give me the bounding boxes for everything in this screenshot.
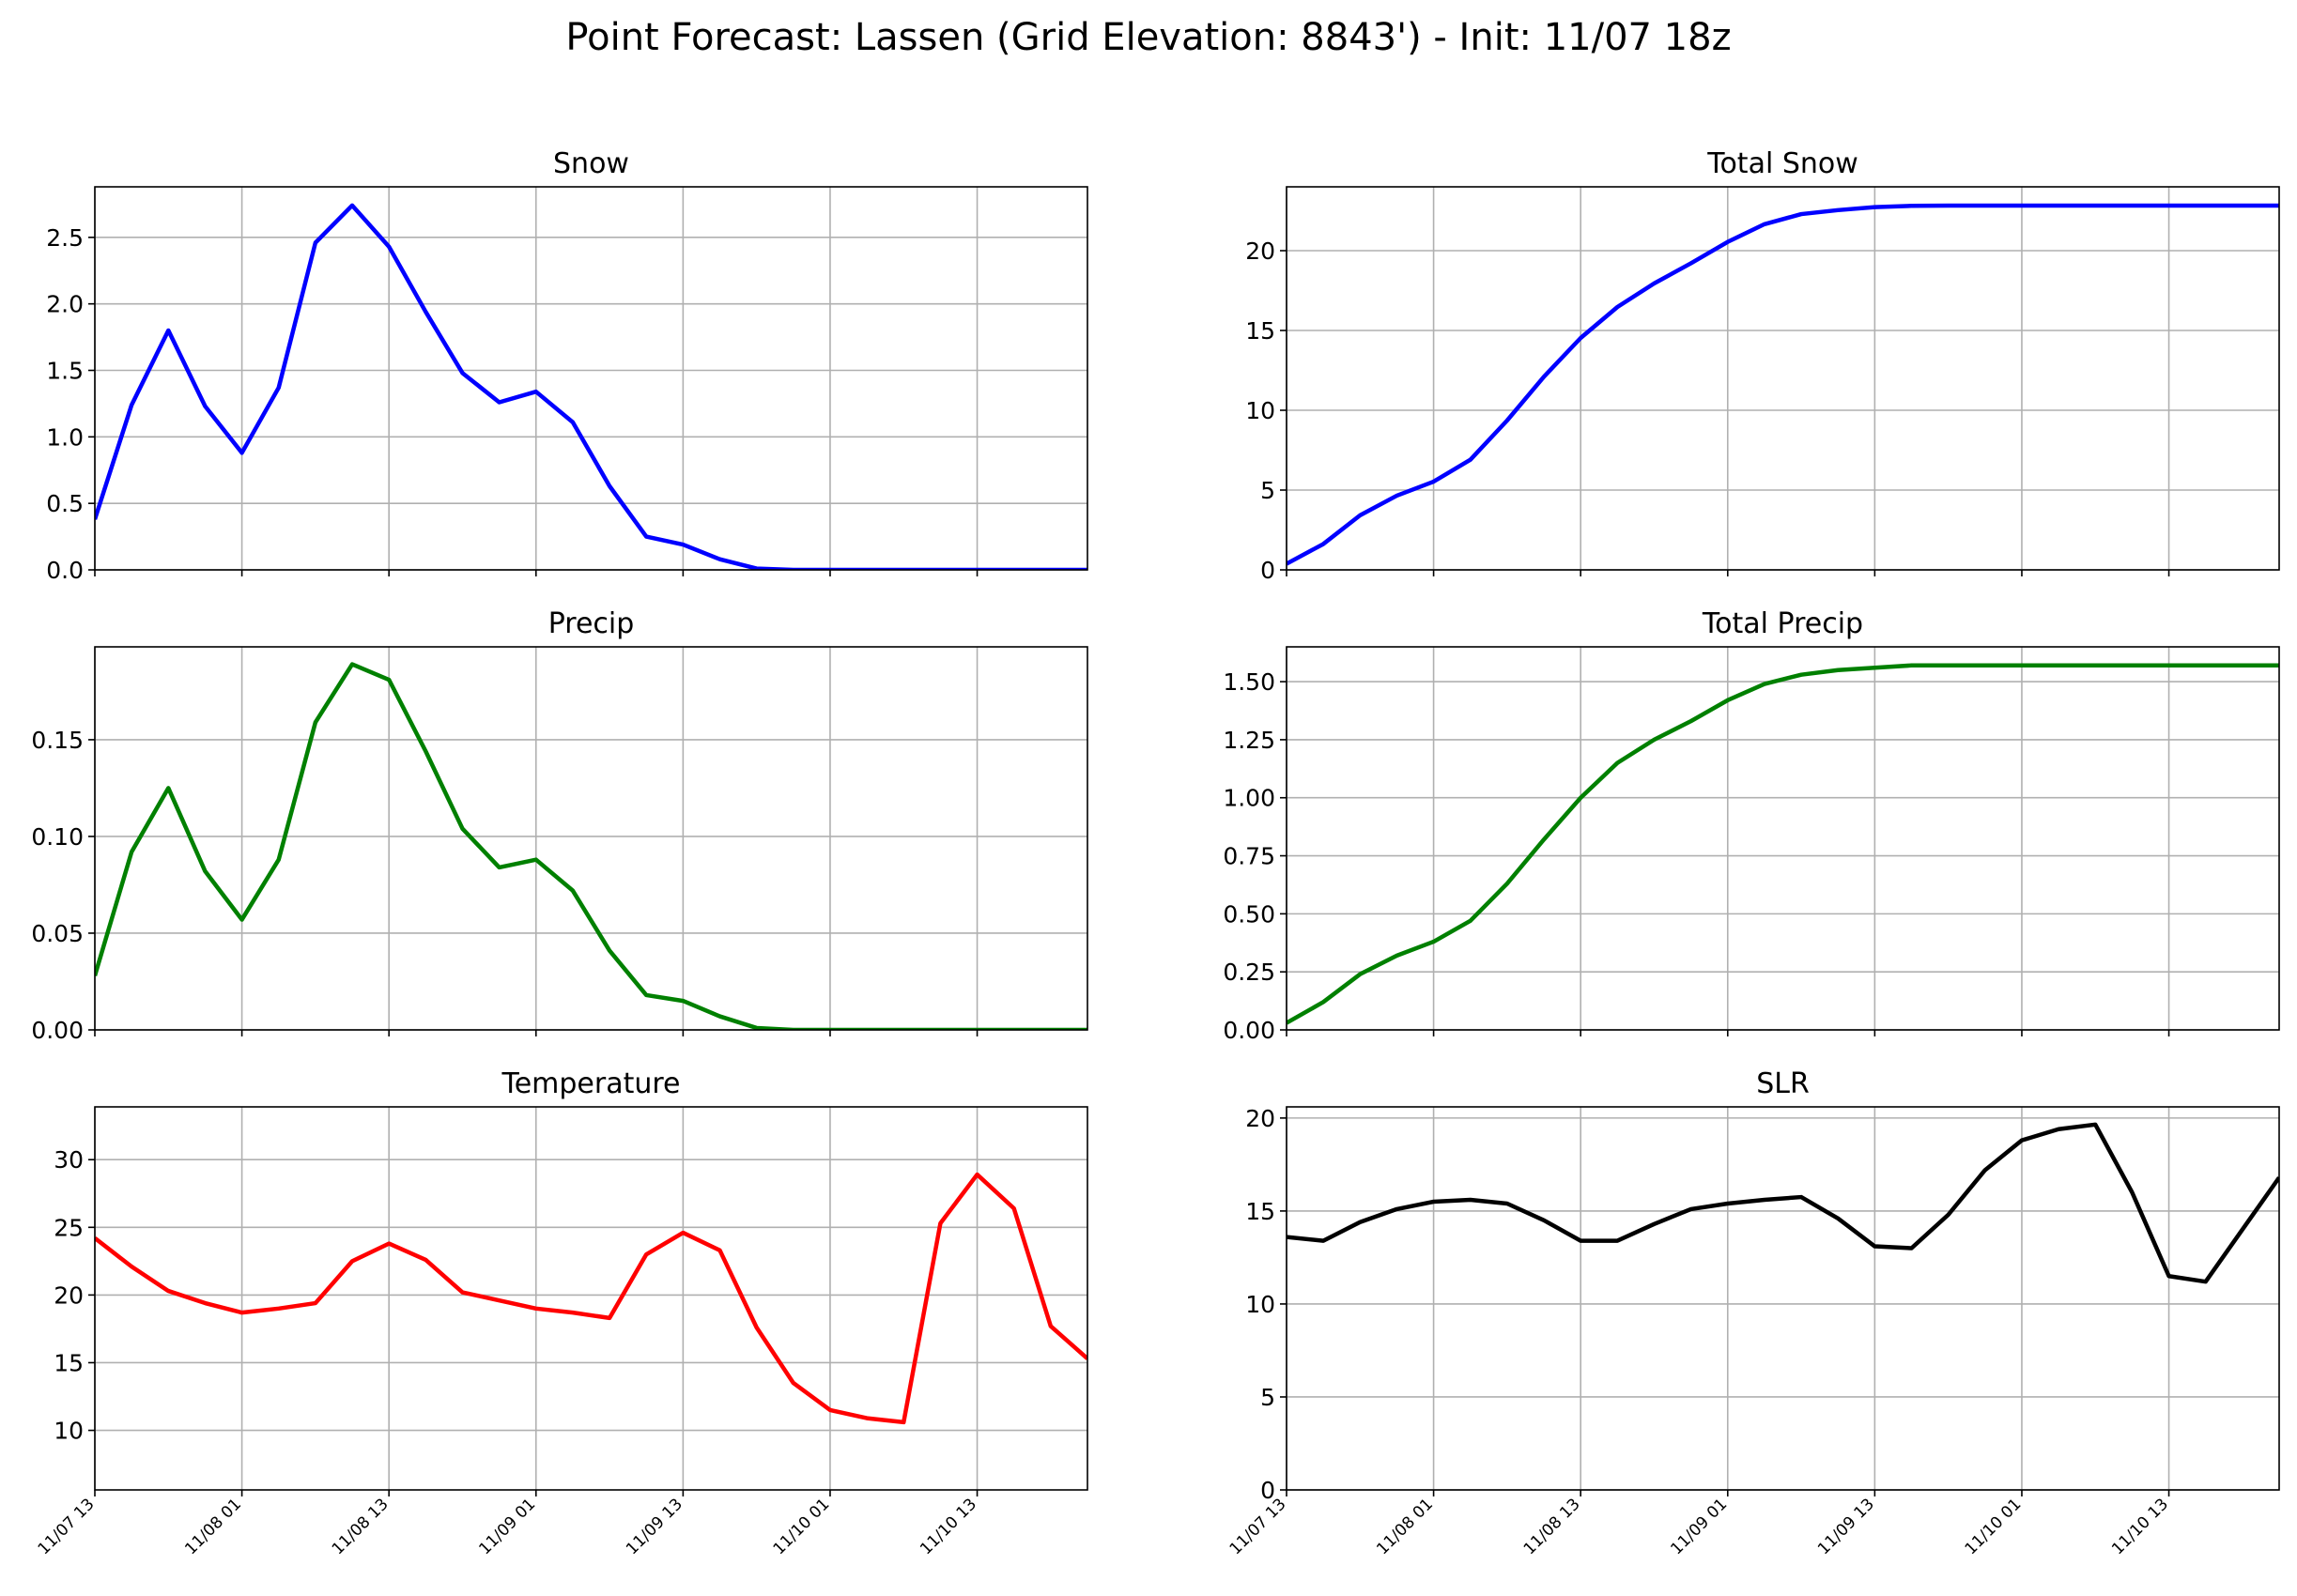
ytick-label-total-precip-5: 1.25: [1223, 727, 1275, 754]
ytick-label-total-precip-0: 0.00: [1223, 1017, 1275, 1044]
xtick-label-slr-5: 11/10 01: [1962, 1495, 2026, 1558]
ytick-label-snow-0: 0.0: [46, 557, 84, 584]
panel-snow: 0.0 0.5 1.0 1.5 2.0 2.5 Snow: [46, 147, 1088, 584]
xtick-label-slr-0: 11/07 13: [1226, 1495, 1290, 1558]
ytick-label-total-precip-3: 0.75: [1223, 843, 1275, 870]
ytick-label-total-precip-4: 1.00: [1223, 785, 1275, 812]
axes-frame-total-precip: [1286, 646, 2280, 1031]
panel-title-slr: SLR: [1756, 1067, 1810, 1100]
axes-frame-snow: [94, 186, 1088, 571]
ytick-label-snow-2: 1.0: [46, 423, 84, 451]
ytick-label-total-precip-6: 1.50: [1223, 668, 1275, 696]
ytick-label-total-precip-1: 0.25: [1223, 959, 1275, 986]
ytick-label-slr-1: 5: [1260, 1384, 1275, 1411]
ytick-label-slr-2: 10: [1245, 1291, 1275, 1318]
axes-frame-temperature: [94, 1106, 1088, 1491]
panel-title-total-snow: Total Snow: [1706, 147, 1858, 180]
ytick-label-total-snow-0: 0: [1260, 557, 1275, 584]
ytick-label-snow-4: 2.0: [46, 291, 84, 318]
panel-title-total-precip: Total Precip: [1702, 607, 1863, 640]
xtick-label-slr-1: 11/08 01: [1373, 1495, 1437, 1558]
axes-frame-total-snow: [1286, 186, 2280, 571]
ytick-label-precip-2: 0.10: [31, 823, 84, 851]
panel-total-snow: 0 5 10 15 20 Total Snow: [1245, 147, 2280, 584]
xtick-label-temperature-3: 11/09 01: [475, 1495, 539, 1558]
axes-frame-precip: [94, 646, 1088, 1031]
xtick-label-slr-4: 11/09 13: [1814, 1495, 1878, 1558]
ytick-label-temperature-4: 30: [54, 1146, 84, 1174]
panel-temperature: 10 15 20 25 30 11/07 13 11/08 01 11/08 13 11/09 …: [35, 1067, 1088, 1558]
panel-title-temperature: Temperature: [501, 1067, 680, 1100]
ytick-label-temperature-3: 25: [54, 1214, 84, 1241]
xtick-label-temperature-0: 11/07 13: [35, 1495, 99, 1558]
xtick-label-slr-6: 11/10 13: [2108, 1495, 2172, 1558]
ytick-label-precip-1: 0.05: [31, 920, 84, 947]
xtick-label-temperature-6: 11/10 13: [917, 1495, 980, 1558]
series-line-slr: [1287, 1122, 2279, 1284]
panel-precip: 0.00 0.05 0.10 0.15 Precip: [31, 607, 1088, 1044]
ytick-label-temperature-2: 20: [54, 1281, 84, 1309]
ytick-label-total-precip-2: 0.50: [1223, 900, 1275, 928]
xtick-label-temperature-2: 11/08 13: [329, 1495, 393, 1558]
ytick-label-precip-3: 0.15: [31, 727, 84, 754]
xtick-label-temperature-4: 11/09 13: [623, 1495, 686, 1558]
series-line-total-precip: [1287, 663, 2279, 1025]
panel-title-precip: Precip: [548, 607, 635, 640]
xtick-label-slr-3: 11/09 01: [1667, 1495, 1731, 1558]
panels-group: 0.0 0.5 1.0 1.5 2.0 2.5 Snow 0 5 10 15 20 Total Snow…: [31, 147, 2280, 1558]
ytick-label-total-snow-3: 15: [1245, 317, 1275, 345]
ytick-label-slr-0: 0: [1260, 1477, 1275, 1504]
series-line-temperature: [95, 1172, 1087, 1425]
ytick-label-temperature-1: 15: [54, 1349, 84, 1376]
xtick-label-slr-2: 11/08 13: [1520, 1495, 1584, 1558]
ytick-label-slr-4: 20: [1245, 1105, 1275, 1132]
ytick-label-slr-3: 15: [1245, 1198, 1275, 1225]
ytick-label-precip-0: 0.00: [31, 1017, 84, 1044]
ytick-label-snow-5: 2.5: [46, 224, 84, 252]
panel-total-precip: 0.00 0.25 0.50 0.75 1.00 1.25 1.50 Total Precip: [1223, 607, 2280, 1044]
ytick-label-snow-1: 0.5: [46, 490, 84, 517]
ytick-label-temperature-0: 10: [54, 1418, 84, 1445]
ytick-label-total-snow-4: 20: [1245, 238, 1275, 265]
ytick-label-total-snow-1: 5: [1260, 477, 1275, 504]
series-line-total-snow: [1287, 203, 2279, 566]
ytick-label-total-snow-2: 10: [1245, 397, 1275, 424]
axes-frame-slr: [1286, 1106, 2280, 1491]
series-line-snow: [95, 203, 1087, 570]
series-line-precip: [95, 662, 1087, 1030]
panel-slr: 0 5 10 15 20 11/07 13 11/08 01 11/08 13 11/09 01…: [1226, 1067, 2280, 1558]
xtick-label-temperature-1: 11/08 01: [181, 1495, 245, 1558]
figure-title: Point Forecast: Lassen (Grid Elevation: …: [565, 16, 1731, 59]
panel-title-snow: Snow: [553, 147, 629, 180]
ytick-label-snow-3: 1.5: [46, 358, 84, 385]
xtick-label-temperature-5: 11/10 01: [770, 1495, 834, 1558]
